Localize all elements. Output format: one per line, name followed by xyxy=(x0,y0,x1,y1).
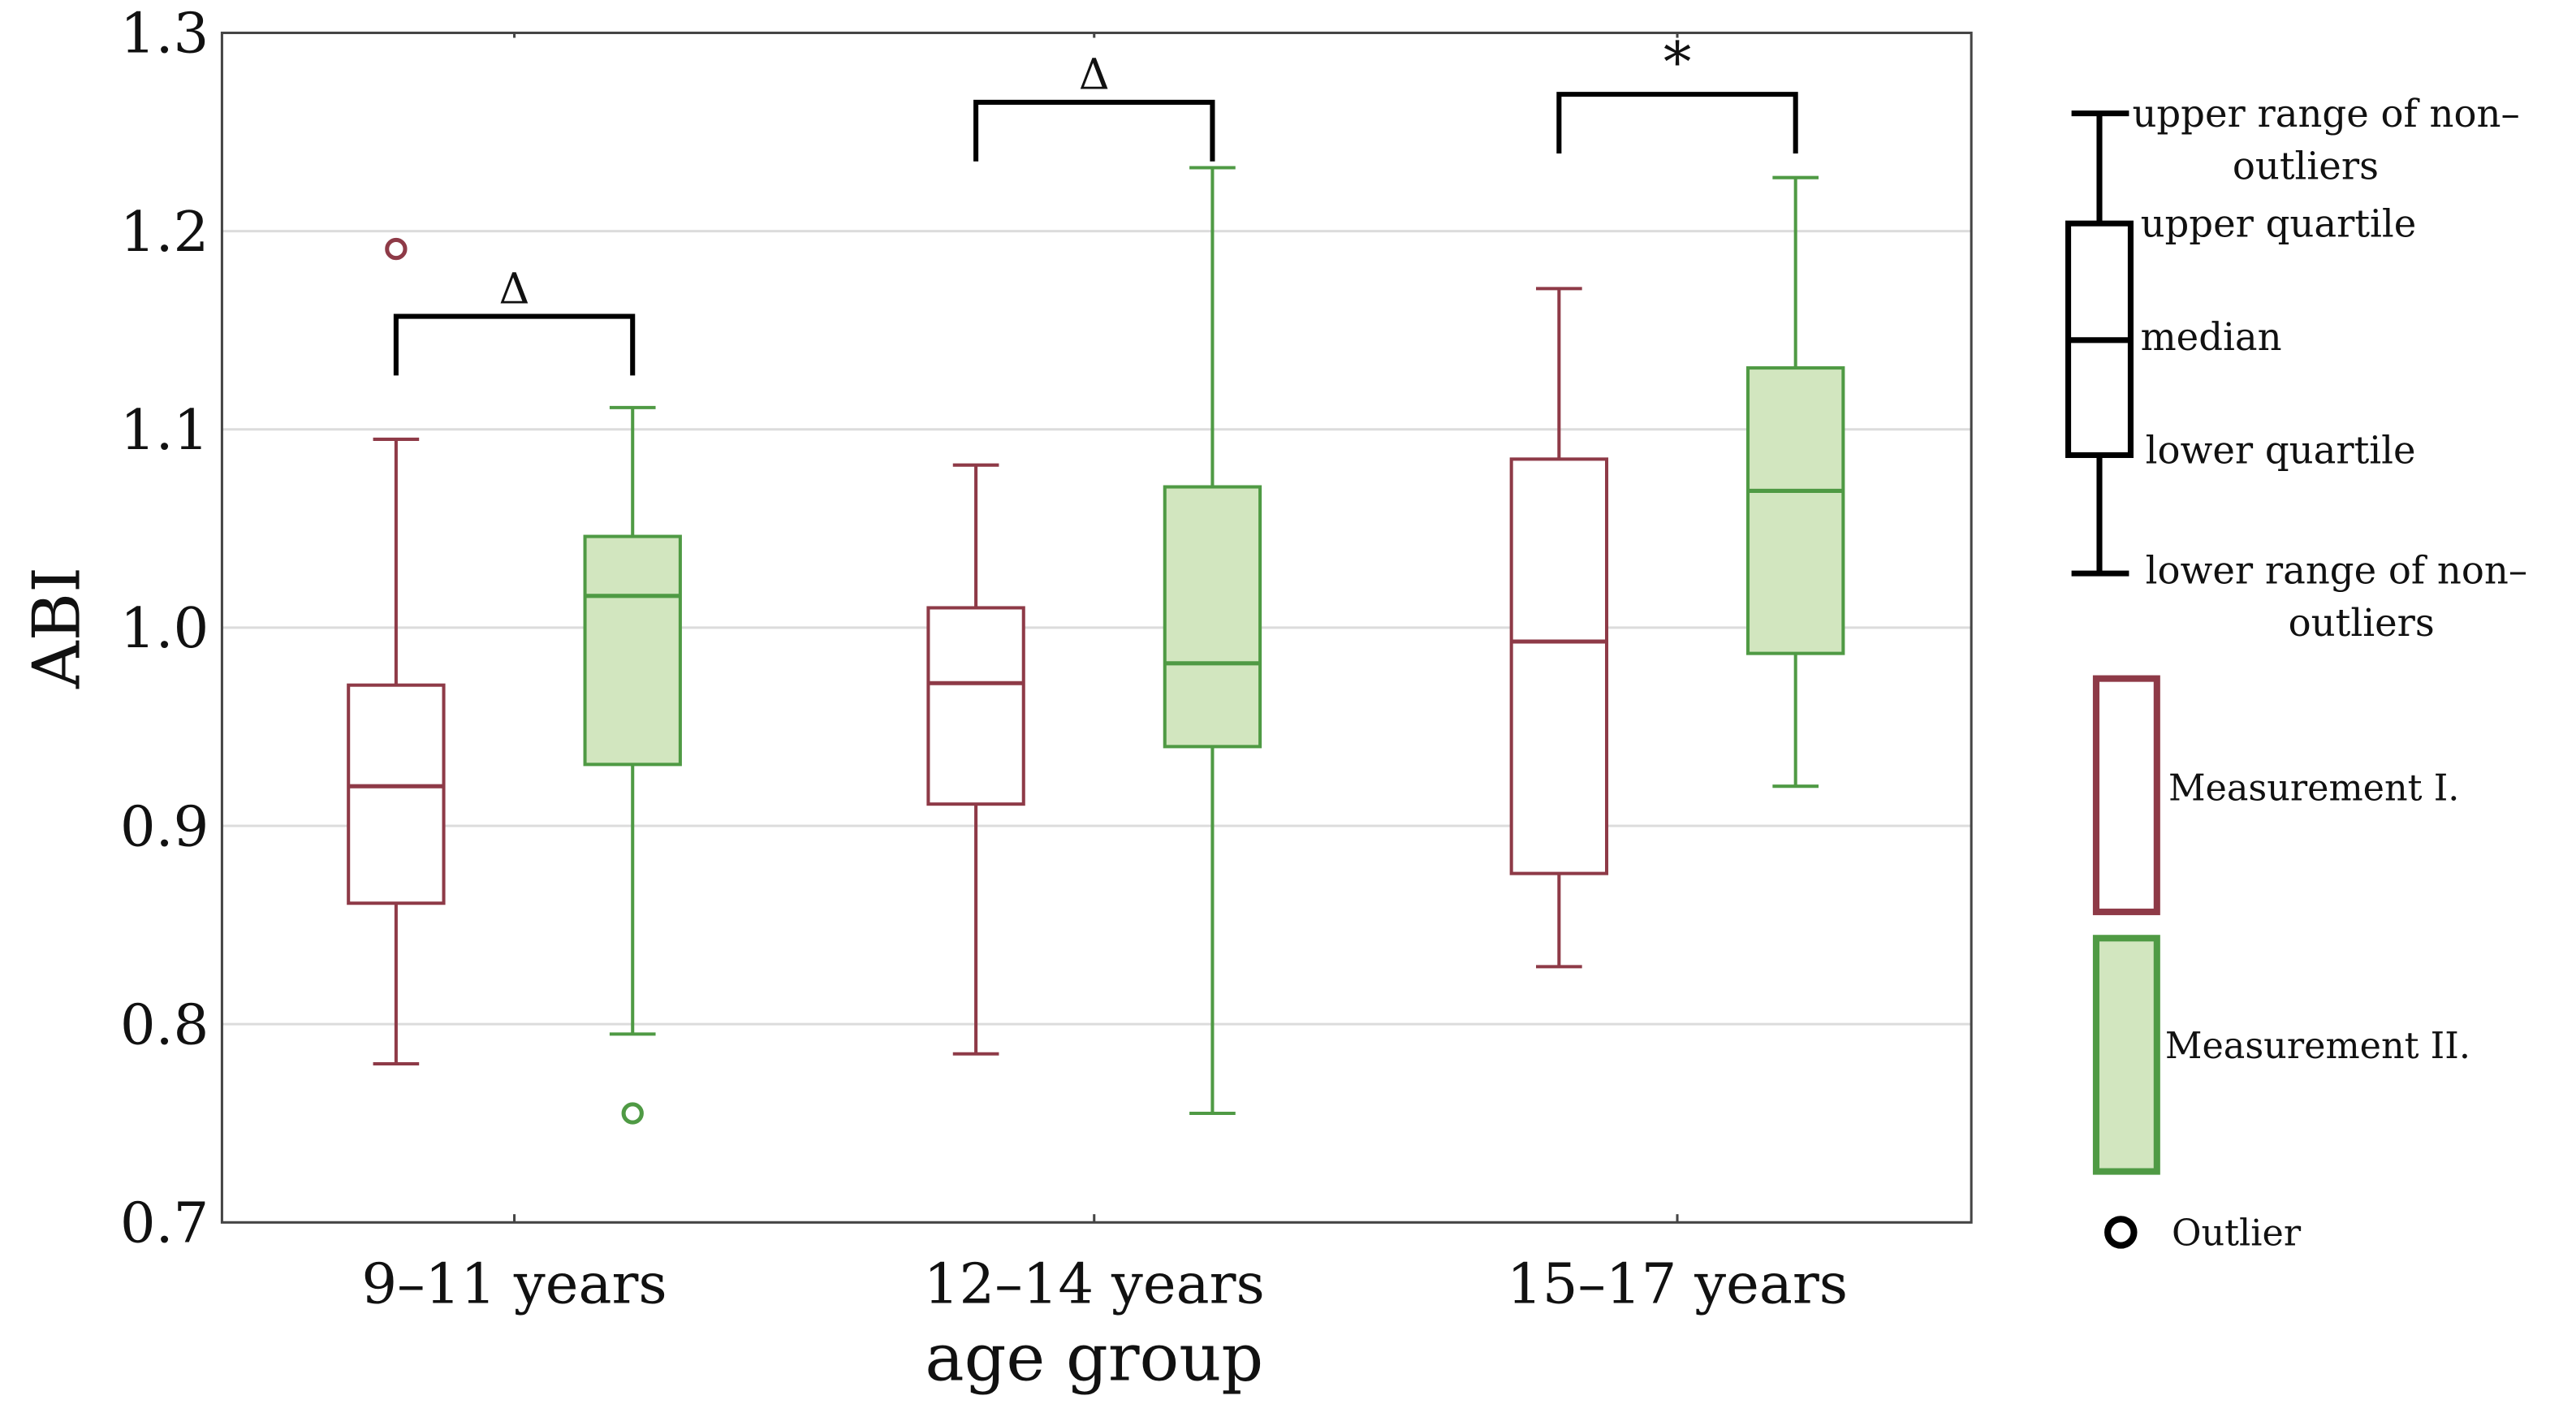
outlier-point xyxy=(621,1102,644,1125)
significance-bracket xyxy=(973,99,1215,162)
iqr-box xyxy=(1163,485,1262,749)
bracket-line xyxy=(973,99,1215,162)
legend-lower-range: lower range of non– xyxy=(2146,548,2527,592)
y-tick-label: 0.9 xyxy=(120,794,209,859)
legend-lower-quartile: lower quartile xyxy=(2146,429,2416,473)
y-tick-label: 1.2 xyxy=(120,200,209,265)
boxes xyxy=(347,166,1845,1125)
legend-swatch-measurement-2 xyxy=(2092,935,2160,1175)
plot-frame xyxy=(220,31,1973,1224)
x-tick-label: 15–17 years xyxy=(1507,1251,1848,1316)
legend-label-measurement-2: Measurement II. xyxy=(2165,1026,2470,1067)
y-tick-label: 0.7 xyxy=(120,1191,209,1256)
y-tick-label: 1.1 xyxy=(120,398,209,463)
x-tick-label: 9–11 years xyxy=(361,1251,667,1316)
legend-median: median xyxy=(2141,315,2282,359)
bracket-line xyxy=(1556,92,1798,153)
legend-upper-range: upper range of non– xyxy=(2132,92,2519,136)
y-axis-label: ABI xyxy=(19,567,95,689)
significance-symbol: Δ xyxy=(1079,50,1110,100)
x-axis-label: age group xyxy=(925,1320,1263,1397)
significance-bracket xyxy=(1556,92,1798,153)
y-axis: 0.7 0.8 0.9 1.0 1.1 1.2 1.3 xyxy=(120,2,209,1256)
significance-symbol: * xyxy=(1663,30,1691,95)
box-1-2 xyxy=(926,463,1025,1056)
bracket-line xyxy=(393,313,636,376)
iqr-box xyxy=(926,606,1025,806)
legend-label-measurement-1: Measurement I. xyxy=(2168,767,2459,809)
significance-brackets: Δ Δ * xyxy=(393,30,1798,376)
box-1-1 xyxy=(347,237,446,1066)
y-tick-label: 1.0 xyxy=(120,596,209,661)
x-axis: 9–11 years 12–14 years 15–17 years xyxy=(361,32,1848,1316)
iqr-box xyxy=(1745,366,1845,655)
legend-swatch-measurement-1 xyxy=(2092,675,2160,915)
legend-label-outlier: Outlier xyxy=(2172,1213,2302,1255)
legend-outlier-marker xyxy=(2104,1216,2138,1249)
significance-bracket xyxy=(393,313,636,376)
legend-upper-range-2: outliers xyxy=(2233,145,2379,188)
iqr-box xyxy=(1509,457,1609,875)
box-2-3 xyxy=(1745,175,1845,789)
box-1-3 xyxy=(1509,287,1609,969)
box-2-1 xyxy=(583,405,682,1125)
legend-upper-quartile: upper quartile xyxy=(2141,201,2417,245)
box-2-2 xyxy=(1163,166,1262,1116)
gridlines xyxy=(222,31,1972,1224)
legend-lower-range-2: outliers xyxy=(2289,601,2435,645)
outlier-point xyxy=(385,237,408,261)
iqr-box xyxy=(347,683,446,905)
iqr-box xyxy=(583,534,682,767)
y-tick-label: 0.8 xyxy=(120,992,209,1057)
significance-symbol: Δ xyxy=(499,264,530,313)
legend-schematic xyxy=(2065,110,2134,577)
legend: upper range of non– outliers upper quart… xyxy=(2065,92,2527,1255)
x-tick-label: 12–14 years xyxy=(924,1251,1265,1316)
y-tick-label: 1.3 xyxy=(120,2,209,67)
